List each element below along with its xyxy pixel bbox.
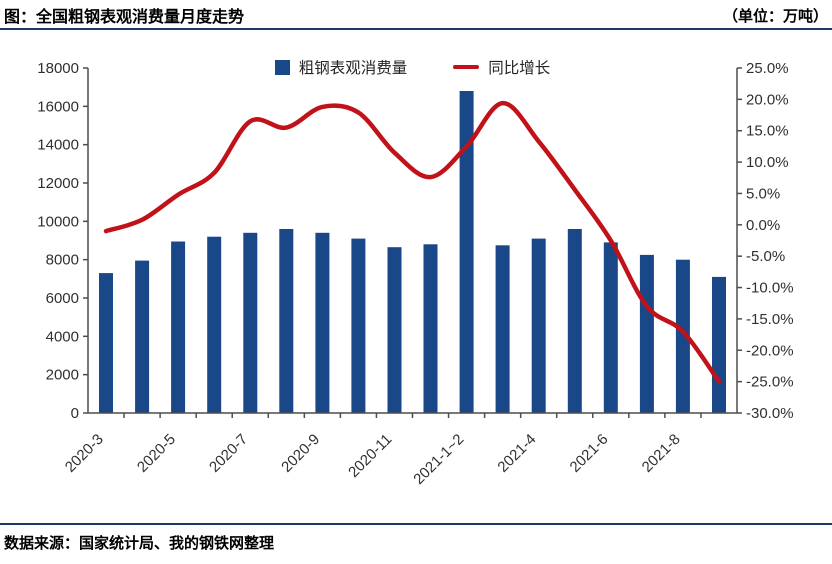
legend-item-bars: 粗钢表观消费量 — [274, 56, 408, 78]
bar-2021-8 — [675, 259, 690, 413]
figure-header: 图：全国粗钢表观消费量月度走势 （单位：万吨） — [0, 0, 832, 30]
x-axis-tick-label: 2021-1~2 — [410, 431, 467, 488]
bar-2021-1~2 — [459, 91, 474, 413]
bar-2021-6 — [603, 242, 618, 413]
right-axis-tick-label: -20.0% — [746, 342, 794, 359]
bar-2020-11 — [387, 247, 402, 413]
left-axis-tick-label: 14000 — [37, 137, 79, 154]
x-axis-tick-label: 2020-7 — [206, 431, 251, 476]
bar-2021-3 — [495, 245, 510, 413]
line-series-swatch-icon — [453, 65, 480, 69]
bar-2021-4 — [531, 238, 546, 413]
bar-2020-6 — [207, 236, 222, 413]
left-axis-tick-label: 6000 — [46, 290, 79, 307]
right-axis-tick-label: 20.0% — [746, 91, 789, 108]
axes-group — [83, 67, 742, 418]
x-axis-tick-label: 2021-4 — [494, 431, 539, 476]
yoy-growth-line — [103, 100, 722, 384]
right-axis-tick-label: -15.0% — [746, 311, 794, 328]
right-axis-tick-label: 25.0% — [746, 60, 789, 77]
bar-2021-9 — [712, 276, 726, 413]
right-axis-tick-label: -10.0% — [746, 280, 794, 297]
bar-2020-9 — [315, 232, 330, 413]
bars-group — [99, 91, 726, 413]
bar-series-swatch-icon — [274, 59, 290, 75]
left-axis-tick-label: 10000 — [37, 213, 79, 230]
left-axis-tick-label: 0 — [71, 405, 79, 422]
unit-label: （单位：万吨） — [722, 7, 828, 25]
bar-2020-3 — [99, 273, 113, 413]
figure-footer: 数据来源：国家统计局、我的钢铁网整理 — [0, 523, 832, 553]
x-axis-tick-label: 2021-8 — [639, 431, 684, 476]
right-axis-tick-label: -25.0% — [746, 374, 794, 391]
x-axis-tick-label: 2020-9 — [278, 431, 323, 476]
bar-line-chart: 18000 16000 14000 12000 10000 8000 6000 4000 200… — [37, 60, 794, 488]
chart-legend: 粗钢表观消费量 同比增长 — [88, 56, 737, 78]
right-axis-tick-label: -30.0% — [746, 405, 794, 422]
right-axis-tick-label: 15.0% — [746, 123, 789, 140]
x-axis-tick-label: 2020-5 — [134, 431, 179, 476]
bar-2020-4 — [135, 260, 150, 413]
right-axis-tick-label: -5.0% — [746, 248, 785, 265]
left-axis-tick-label: 4000 — [46, 328, 79, 345]
legend-item-line: 同比增长 — [453, 56, 550, 78]
x-axis-tick-label: 2020-3 — [62, 431, 107, 476]
left-axis-tick-label: 18000 — [37, 60, 79, 77]
legend-line-label: 同比增长 — [488, 60, 551, 77]
left-axis-tick-label: 8000 — [46, 252, 79, 269]
left-axis-tick-label: 2000 — [46, 367, 79, 384]
x-axis-tick-label: 2020-11 — [345, 431, 395, 481]
bar-2021-7 — [639, 254, 654, 413]
bar-2020-5 — [171, 241, 186, 413]
left-axis-tick-label: 12000 — [37, 175, 79, 192]
legend-bars-label: 粗钢表观消费量 — [298, 60, 408, 77]
right-axis-tick-label: 0.0% — [746, 217, 780, 234]
bar-2020-7 — [243, 232, 258, 413]
figure-title: 图：全国粗钢表观消费量月度走势 — [4, 9, 245, 26]
bar-2020-8 — [279, 229, 294, 413]
data-source: 数据来源：国家统计局、我的钢铁网整理 — [4, 535, 275, 552]
bar-2020-12 — [423, 244, 438, 413]
right-axis-tick-label: 10.0% — [746, 154, 789, 171]
x-axis-tick-label: 2021-6 — [567, 431, 612, 476]
right-axis-tick-label: 5.0% — [746, 185, 780, 202]
left-axis-tick-label: 16000 — [37, 98, 79, 115]
bar-2020-10 — [351, 238, 366, 413]
bar-2021-5 — [567, 229, 582, 413]
